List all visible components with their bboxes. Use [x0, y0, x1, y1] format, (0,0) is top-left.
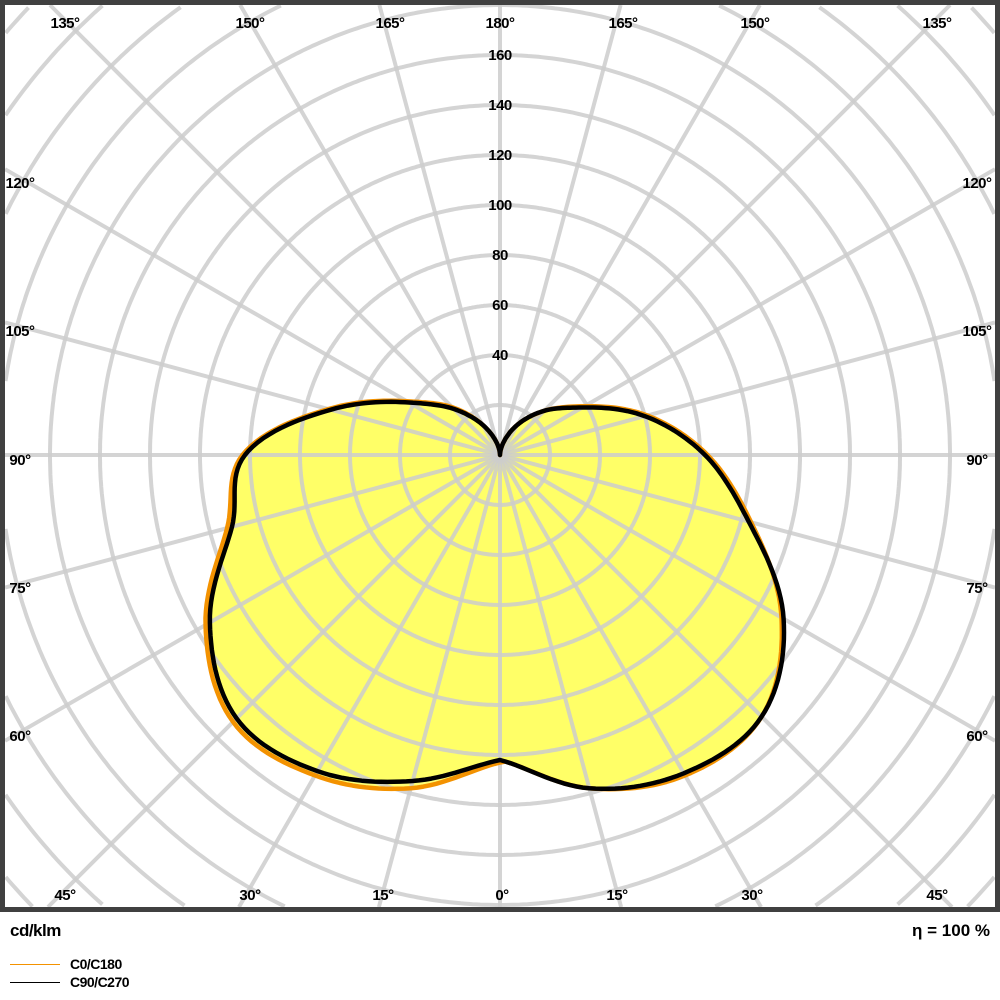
radial-tick-label: 100	[488, 197, 512, 214]
grid-spoke	[498, 454, 624, 908]
chart-frame	[0, 0, 1000, 912]
angle-label-bottom: 30°	[741, 887, 763, 904]
radial-tick-label: 80	[492, 247, 508, 264]
angle-label-right: 75°	[966, 580, 988, 597]
radial-tick-label: 60	[492, 297, 508, 314]
grid-spoke	[498, 453, 763, 909]
grid-spoke	[376, 454, 502, 908]
angle-label-left: 75°	[9, 580, 31, 597]
efficiency-label: η = 100 %	[912, 921, 990, 940]
angle-label-bottom: 45°	[926, 887, 948, 904]
grid-spoke	[498, 4, 762, 456]
grid-spoke	[499, 320, 996, 457]
legend-label-c90: C90/C270	[70, 974, 130, 990]
grid-spoke	[498, 453, 997, 743]
grid-ring	[3, 5, 997, 908]
angle-label-top: 150°	[740, 15, 770, 32]
grid-spoke	[4, 320, 501, 457]
radial-tick-label: 160	[488, 47, 512, 64]
grid-spoke	[238, 4, 502, 456]
grid-spoke	[4, 453, 501, 590]
grid-spoke	[46, 453, 502, 909]
angle-label-left: 90°	[9, 452, 31, 469]
angle-label-right: 90°	[966, 452, 988, 469]
angle-label-bottom: 0°	[495, 887, 509, 904]
grid-spoke	[237, 453, 502, 909]
series-fill-1	[209, 401, 784, 789]
series-line-c90-c270	[207, 399, 787, 792]
angle-label-right: 120°	[962, 175, 992, 192]
grid-ring	[3, 3, 997, 909]
radial-tick-label: 40	[492, 347, 508, 364]
radial-tick-label: 140	[488, 97, 512, 114]
legend-swatch-c90	[10, 981, 60, 983]
grid-spoke	[3, 453, 502, 743]
angle-label-top: 150°	[235, 15, 265, 32]
grid-ring	[4, 6, 996, 908]
angle-label-bottom: 30°	[239, 887, 261, 904]
grid-spoke	[498, 3, 952, 457]
angle-label-right: 105°	[962, 323, 992, 340]
angle-label-bottom: 45°	[54, 887, 76, 904]
angle-label-top: 165°	[375, 15, 405, 32]
legend-item-c0: C0/C180	[10, 955, 129, 973]
legend-swatch-c0	[10, 963, 60, 965]
grid-spoke	[48, 3, 502, 457]
polar-chart: 40 60 80 100 120 140 160 135° 150° 165° 180° 165° 15…	[0, 0, 1000, 912]
legend-item-c90: C90/C270	[10, 973, 130, 991]
angle-label-top: 135°	[922, 15, 952, 32]
angle-label-left: 60°	[9, 728, 31, 745]
angle-label-bottom: 15°	[372, 887, 394, 904]
grid-ring	[3, 4, 997, 906]
grid-spoke	[3, 167, 502, 457]
unit-label: cd/klm	[10, 921, 61, 940]
angle-label-top: 180°	[485, 15, 515, 32]
grid-spoke	[498, 453, 954, 909]
legend: C0/C180 C90/C270	[10, 955, 130, 991]
angle-label-left: 105°	[5, 323, 35, 340]
legend-label-c0: C0/C180	[70, 956, 122, 972]
grid-spoke	[377, 4, 502, 456]
angle-label-left: 120°	[5, 175, 35, 192]
angle-label-bottom: 15°	[606, 887, 628, 904]
angle-label-right: 60°	[966, 728, 988, 745]
radial-tick-label: 120	[488, 147, 512, 164]
angle-label-top: 165°	[608, 15, 638, 32]
angle-label-top: 135°	[50, 15, 80, 32]
grid-spoke	[498, 4, 623, 456]
